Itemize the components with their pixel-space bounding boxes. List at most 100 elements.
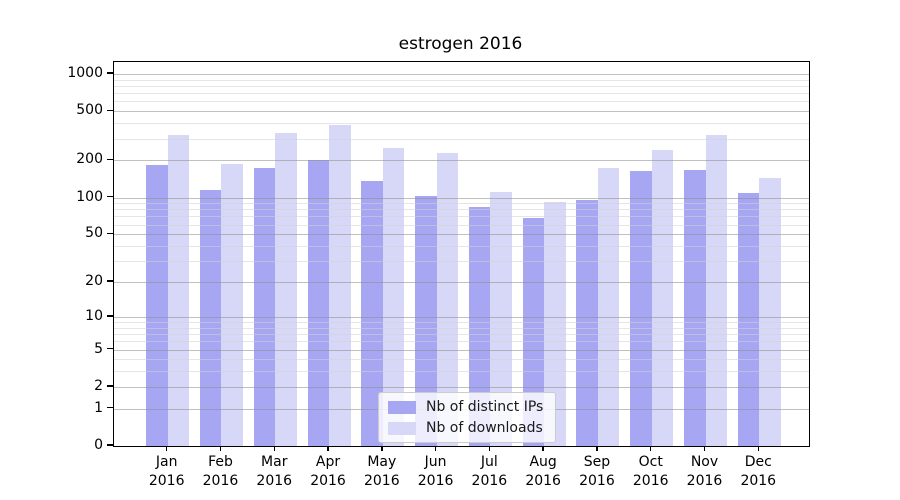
gridline-minor — [114, 327, 809, 329]
x-tick-mark — [650, 446, 652, 451]
plot-area — [113, 61, 810, 447]
gridline-minor — [114, 101, 809, 103]
gridline-major — [114, 349, 809, 351]
x-axis-tick-label: Feb 2016 — [202, 454, 239, 489]
y-axis-tick-label: 10 — [85, 307, 103, 324]
y-axis-tick-label: 0 — [94, 437, 103, 453]
gridline-major — [114, 316, 809, 318]
legend-item-distinct-ips: Nb of distinct IPs — [388, 399, 543, 415]
y-axis-tick-label: 1 — [94, 399, 103, 416]
gridline-minor — [114, 123, 809, 125]
gridline-major — [114, 160, 809, 162]
x-axis-tick-label: Dec 2016 — [740, 454, 777, 489]
gridline-major — [114, 234, 809, 236]
gridline-major — [114, 74, 809, 75]
gridline-minor — [114, 79, 809, 81]
gridline-minor — [114, 334, 809, 336]
bar-distinct-ips — [415, 196, 437, 446]
gridline-minor — [114, 216, 809, 218]
x-tick-mark — [542, 446, 544, 451]
x-tick-mark — [488, 446, 491, 451]
bar-downloads — [759, 178, 781, 446]
x-tick-mark — [381, 446, 383, 451]
x-tick-mark — [273, 446, 275, 451]
y-axis-tick-label: 200 — [76, 151, 103, 168]
bar-downloads — [705, 134, 727, 446]
bar-distinct-ips — [737, 192, 760, 446]
y-tick-mark — [107, 109, 113, 111]
bar-distinct-ips — [361, 181, 383, 446]
legend-item-downloads: Nb of downloads — [388, 420, 543, 436]
y-axis-tick-label: 20 — [85, 273, 103, 290]
gridline-minor — [114, 93, 809, 95]
bar-downloads — [275, 132, 297, 446]
x-axis-tick-label: Sep 2016 — [579, 454, 615, 489]
x-axis-tick-label: Mar 2016 — [256, 454, 293, 489]
x-tick-mark — [327, 446, 329, 451]
y-tick-mark — [107, 195, 113, 198]
y-tick-mark — [107, 232, 113, 234]
gridline-minor — [114, 224, 809, 226]
y-axis-tick-label: 5 — [94, 340, 103, 357]
bar-distinct-ips — [146, 164, 168, 446]
y-axis-tick-label: 2 — [94, 377, 103, 394]
legend: Nb of distinct IPs Nb of downloads — [378, 392, 557, 443]
gridline-minor — [114, 86, 809, 87]
y-tick-mark — [107, 315, 113, 317]
x-axis-tick-label: Aug 2016 — [525, 454, 561, 489]
x-tick-mark — [166, 446, 168, 451]
y-tick-mark — [107, 385, 113, 387]
bar-downloads — [436, 152, 459, 446]
x-tick-mark — [703, 446, 706, 451]
gridline-minor — [114, 322, 809, 324]
bar-downloads — [221, 163, 243, 446]
x-axis-tick-label: Jul 2016 — [471, 454, 508, 489]
x-axis-tick-label: May 2016 — [363, 454, 400, 489]
y-axis-tick-label: 1000 — [67, 65, 103, 81]
bar-downloads — [597, 167, 620, 446]
bar-downloads — [167, 135, 190, 446]
y-tick-mark — [107, 72, 113, 74]
x-tick-mark — [596, 446, 598, 451]
x-axis-tick-label: Jun 2016 — [417, 454, 454, 489]
x-axis-tick-label: Oct 2016 — [632, 454, 669, 489]
x-axis-tick-label: Jan 2016 — [148, 454, 185, 489]
gridline-major — [114, 111, 809, 113]
gridline-major — [114, 197, 809, 199]
bar-distinct-ips — [630, 170, 652, 446]
gridline-major — [114, 282, 809, 284]
bar-distinct-ips — [684, 170, 706, 446]
gridline-minor — [114, 203, 809, 205]
bar-downloads — [544, 201, 566, 446]
gridline-minor — [114, 341, 809, 343]
x-tick-mark — [434, 446, 437, 451]
y-axis-tick-label: 500 — [76, 102, 103, 119]
legend-label-downloads: Nb of downloads — [426, 420, 543, 436]
gridline-minor — [114, 261, 809, 263]
legend-swatch-downloads — [388, 421, 416, 435]
bar-distinct-ips — [522, 218, 545, 446]
y-tick-mark — [107, 406, 113, 409]
bar-downloads — [329, 125, 351, 446]
y-tick-mark — [107, 158, 113, 161]
x-tick-mark — [219, 446, 222, 451]
legend-swatch-distinct-ips — [388, 400, 416, 414]
gridline-minor — [114, 359, 809, 361]
y-tick-mark — [107, 444, 113, 446]
legend-label-distinct-ips: Nb of distinct IPs — [426, 399, 544, 415]
y-axis-tick-label: 100 — [76, 188, 103, 205]
gridline-minor — [114, 246, 809, 248]
y-tick-mark — [107, 347, 113, 350]
bar-downloads — [651, 149, 674, 446]
bar-downloads — [490, 192, 512, 446]
gridline-minor — [114, 209, 809, 211]
gridline-major — [114, 386, 809, 388]
bar-distinct-ips — [468, 206, 491, 446]
x-tick-mark — [757, 446, 759, 451]
x-axis-tick-label: Apr 2016 — [310, 454, 346, 489]
bar-distinct-ips — [253, 167, 276, 446]
chart-title: estrogen 2016 — [398, 34, 523, 54]
y-axis-tick-label: 50 — [85, 225, 103, 242]
bar-distinct-ips — [307, 160, 330, 446]
